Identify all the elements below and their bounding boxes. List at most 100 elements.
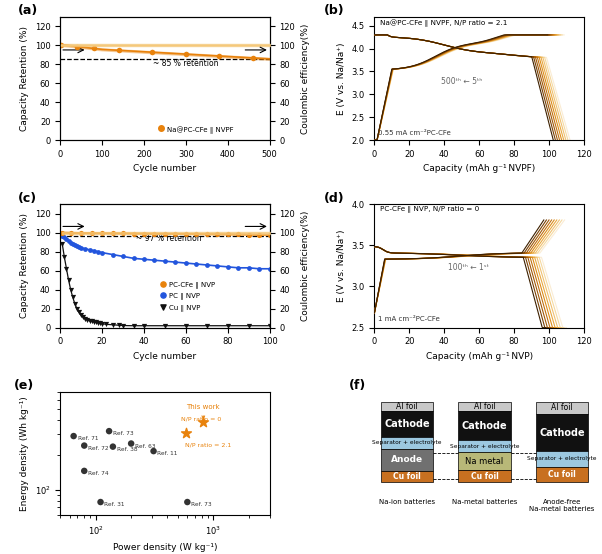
Point xyxy=(181,259,191,268)
Point xyxy=(78,313,88,322)
Point xyxy=(147,48,157,57)
Point xyxy=(160,229,170,238)
Bar xyxy=(536,402,588,414)
Point xyxy=(89,247,99,255)
Point xyxy=(114,321,123,330)
Text: (e): (e) xyxy=(14,379,34,392)
Text: Ref. 74: Ref. 74 xyxy=(88,471,109,476)
Text: Anode-free
Na-metal batteries: Anode-free Na-metal batteries xyxy=(529,499,595,512)
Text: Na-ion batteries: Na-ion batteries xyxy=(379,499,435,505)
Point xyxy=(244,321,253,330)
Point xyxy=(68,240,78,249)
Point xyxy=(129,321,138,330)
Point xyxy=(89,44,99,53)
Text: Na@PC-CFe ∥ NVPF, N/P ratio = 2.1: Na@PC-CFe ∥ NVPF, N/P ratio = 2.1 xyxy=(380,19,507,27)
Bar xyxy=(380,438,433,449)
Point xyxy=(265,321,275,330)
Text: ~ 85 % retention: ~ 85 % retention xyxy=(153,59,219,68)
Point xyxy=(139,229,149,238)
Point xyxy=(66,228,75,237)
Point xyxy=(57,231,67,240)
Point xyxy=(199,418,208,427)
Point xyxy=(126,439,136,448)
Point xyxy=(98,248,107,257)
Bar xyxy=(458,411,510,440)
Point xyxy=(108,320,117,329)
Bar xyxy=(458,440,510,452)
Point xyxy=(202,321,212,330)
Point xyxy=(57,228,67,237)
Point xyxy=(158,280,168,289)
Text: PC-CFe ∥ NVP: PC-CFe ∥ NVP xyxy=(169,281,216,288)
Point xyxy=(149,447,158,455)
Point xyxy=(74,308,84,317)
Point xyxy=(56,40,66,49)
Bar xyxy=(380,471,433,482)
Point xyxy=(93,247,103,256)
Text: Cathode: Cathode xyxy=(462,420,507,430)
X-axis label: Capacity (mAh g⁻¹ NVP): Capacity (mAh g⁻¹ NVP) xyxy=(426,352,533,361)
Point xyxy=(118,252,128,261)
Point xyxy=(68,293,78,302)
Point xyxy=(244,230,253,239)
Point xyxy=(66,285,75,294)
Y-axis label: E (V vs. Na/Na⁺): E (V vs. Na/Na⁺) xyxy=(337,42,346,115)
X-axis label: Cycle number: Cycle number xyxy=(134,165,196,173)
Text: PC-CFe ∥ NVP, N/P ratio = 0: PC-CFe ∥ NVP, N/P ratio = 0 xyxy=(380,205,479,212)
Point xyxy=(114,46,123,55)
Point xyxy=(72,242,82,250)
Point xyxy=(61,264,71,273)
Point xyxy=(181,229,191,238)
Point xyxy=(87,317,96,326)
Text: Ref. 63: Ref. 63 xyxy=(135,444,155,449)
Bar xyxy=(380,411,433,438)
X-axis label: Cycle number: Cycle number xyxy=(134,352,196,361)
Point xyxy=(66,239,75,248)
Text: Na@PC-CFe ∥ NVPF: Na@PC-CFe ∥ NVPF xyxy=(167,127,234,135)
Point xyxy=(118,229,128,238)
Point xyxy=(98,229,107,238)
Text: 500ᵗʰ ← 5ᵗʰ: 500ᵗʰ ← 5ᵗʰ xyxy=(441,77,482,86)
Text: (a): (a) xyxy=(18,4,39,17)
Point xyxy=(156,123,166,132)
Text: 0.55 mA cm⁻²PC-CFe: 0.55 mA cm⁻²PC-CFe xyxy=(378,130,451,136)
Text: 100ᵗʰ ← 1ˢᵗ: 100ᵗʰ ← 1ˢᵗ xyxy=(448,263,489,272)
Text: Al foil: Al foil xyxy=(474,402,495,411)
Point xyxy=(76,229,86,238)
Bar xyxy=(458,470,510,482)
Text: Ref. 38: Ref. 38 xyxy=(117,447,137,452)
Point xyxy=(182,497,192,506)
Point xyxy=(79,466,89,475)
Point xyxy=(139,255,149,264)
Point xyxy=(102,320,111,329)
Text: Cathode: Cathode xyxy=(384,419,430,429)
Point xyxy=(202,230,212,239)
Text: Separator + electrolyte: Separator + electrolyte xyxy=(450,444,519,449)
Point xyxy=(129,229,138,238)
Point xyxy=(61,235,71,244)
Point xyxy=(158,291,168,300)
Point xyxy=(81,315,90,324)
Point xyxy=(64,276,73,285)
Y-axis label: Energy density (Wh kg⁻¹): Energy density (Wh kg⁻¹) xyxy=(20,396,29,511)
Point xyxy=(129,254,138,263)
Text: (f): (f) xyxy=(349,379,367,392)
Point xyxy=(96,497,105,506)
Point xyxy=(76,243,86,252)
Text: Separator + electrolyte: Separator + electrolyte xyxy=(527,456,597,461)
Text: Cu foil: Cu foil xyxy=(393,472,421,481)
Point xyxy=(213,230,222,239)
Point xyxy=(76,311,86,320)
Point xyxy=(191,230,201,239)
Point xyxy=(181,321,191,330)
Point xyxy=(93,319,103,327)
Point xyxy=(150,256,160,265)
Text: Ref. 73: Ref. 73 xyxy=(191,502,212,507)
Point xyxy=(181,50,191,59)
Point xyxy=(87,229,96,238)
Point xyxy=(223,263,232,271)
Point xyxy=(160,257,170,265)
Text: ~ 97 % retention: ~ 97 % retention xyxy=(136,234,202,243)
Text: Ref. 31: Ref. 31 xyxy=(105,502,125,507)
Text: PC ∥ NVP: PC ∥ NVP xyxy=(169,293,200,299)
